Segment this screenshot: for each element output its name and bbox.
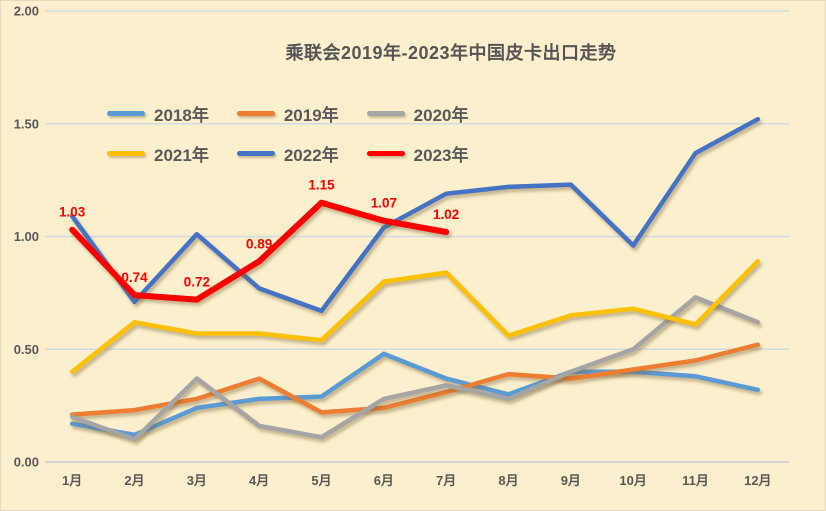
legend-item-2018: 2018年 (107, 101, 209, 126)
x-tick-label: 7月 (436, 473, 456, 488)
x-tick-label: 10月 (619, 473, 646, 488)
series-line-2023年 (69, 199, 450, 303)
legend-row-2: 2021年 2022年 2023年 (107, 141, 469, 166)
x-tick-label: 6月 (374, 473, 394, 488)
legend-item-2019: 2019年 (236, 101, 339, 126)
legend-label-2021: 2021年 (154, 145, 209, 165)
y-tick-label: 1.00 (14, 229, 39, 244)
x-tick-label: 2月 (124, 473, 144, 488)
legend-line-swatch-2023 (366, 150, 405, 156)
x-tick-label: 3月 (187, 473, 207, 488)
data-label-2023年: 1.02 (433, 207, 459, 222)
data-label-2023年: 0.74 (121, 270, 148, 285)
series-line-2018年 (69, 351, 761, 438)
x-tick-label: 8月 (498, 473, 518, 488)
legend-item-2023: 2023年 (366, 141, 469, 166)
legend-line-swatch-2020 (366, 110, 405, 116)
y-tick-label: 1.50 (14, 116, 39, 131)
legend-line-swatch-2021 (107, 150, 145, 156)
x-tick-label: 1月 (62, 473, 82, 488)
data-label-2023年: 1.07 (371, 196, 397, 211)
data-label-2023年: 1.03 (59, 205, 86, 220)
legend-label-2020: 2020年 (413, 105, 469, 125)
legend-label-2022: 2022年 (283, 145, 339, 165)
chart-title: 乘联会2019年-2023年中国皮卡出口走势 (285, 43, 617, 63)
y-tick-label: 2.00 (14, 4, 39, 19)
series-line-2022年 (69, 116, 761, 314)
y-tick-label: 0.50 (14, 342, 39, 357)
data-label-2023年: 0.72 (184, 275, 210, 290)
legend-label-2018: 2018年 (154, 105, 209, 125)
legend-label-2023: 2023年 (413, 145, 469, 165)
legend-item-2020: 2020年 (366, 101, 469, 126)
x-tick-label: 12月 (744, 473, 771, 488)
legend-line-swatch-2022 (236, 150, 275, 156)
legend-row-1: 2018年 2019年 2020年 (107, 101, 469, 126)
legend-line-swatch-2018 (107, 110, 145, 116)
x-tick-label: 4月 (249, 473, 269, 488)
data-label-2023年: 1.15 (308, 178, 335, 193)
x-tick-label: 5月 (311, 473, 331, 488)
x-tick-label: 9月 (561, 473, 581, 488)
y-tick-label: 0.00 (14, 455, 39, 470)
data-label-2023年: 0.89 (246, 236, 272, 251)
series-line-2020年 (69, 295, 761, 442)
legend-label-2019: 2019年 (283, 105, 339, 125)
legend-line-swatch-2019 (236, 110, 275, 116)
series-line-2019年 (69, 342, 761, 417)
x-tick-label: 11月 (682, 473, 709, 488)
legend-item-2022: 2022年 (236, 141, 339, 166)
legend-item-2021: 2021年 (107, 141, 209, 166)
series-line-2021年 (69, 259, 761, 375)
